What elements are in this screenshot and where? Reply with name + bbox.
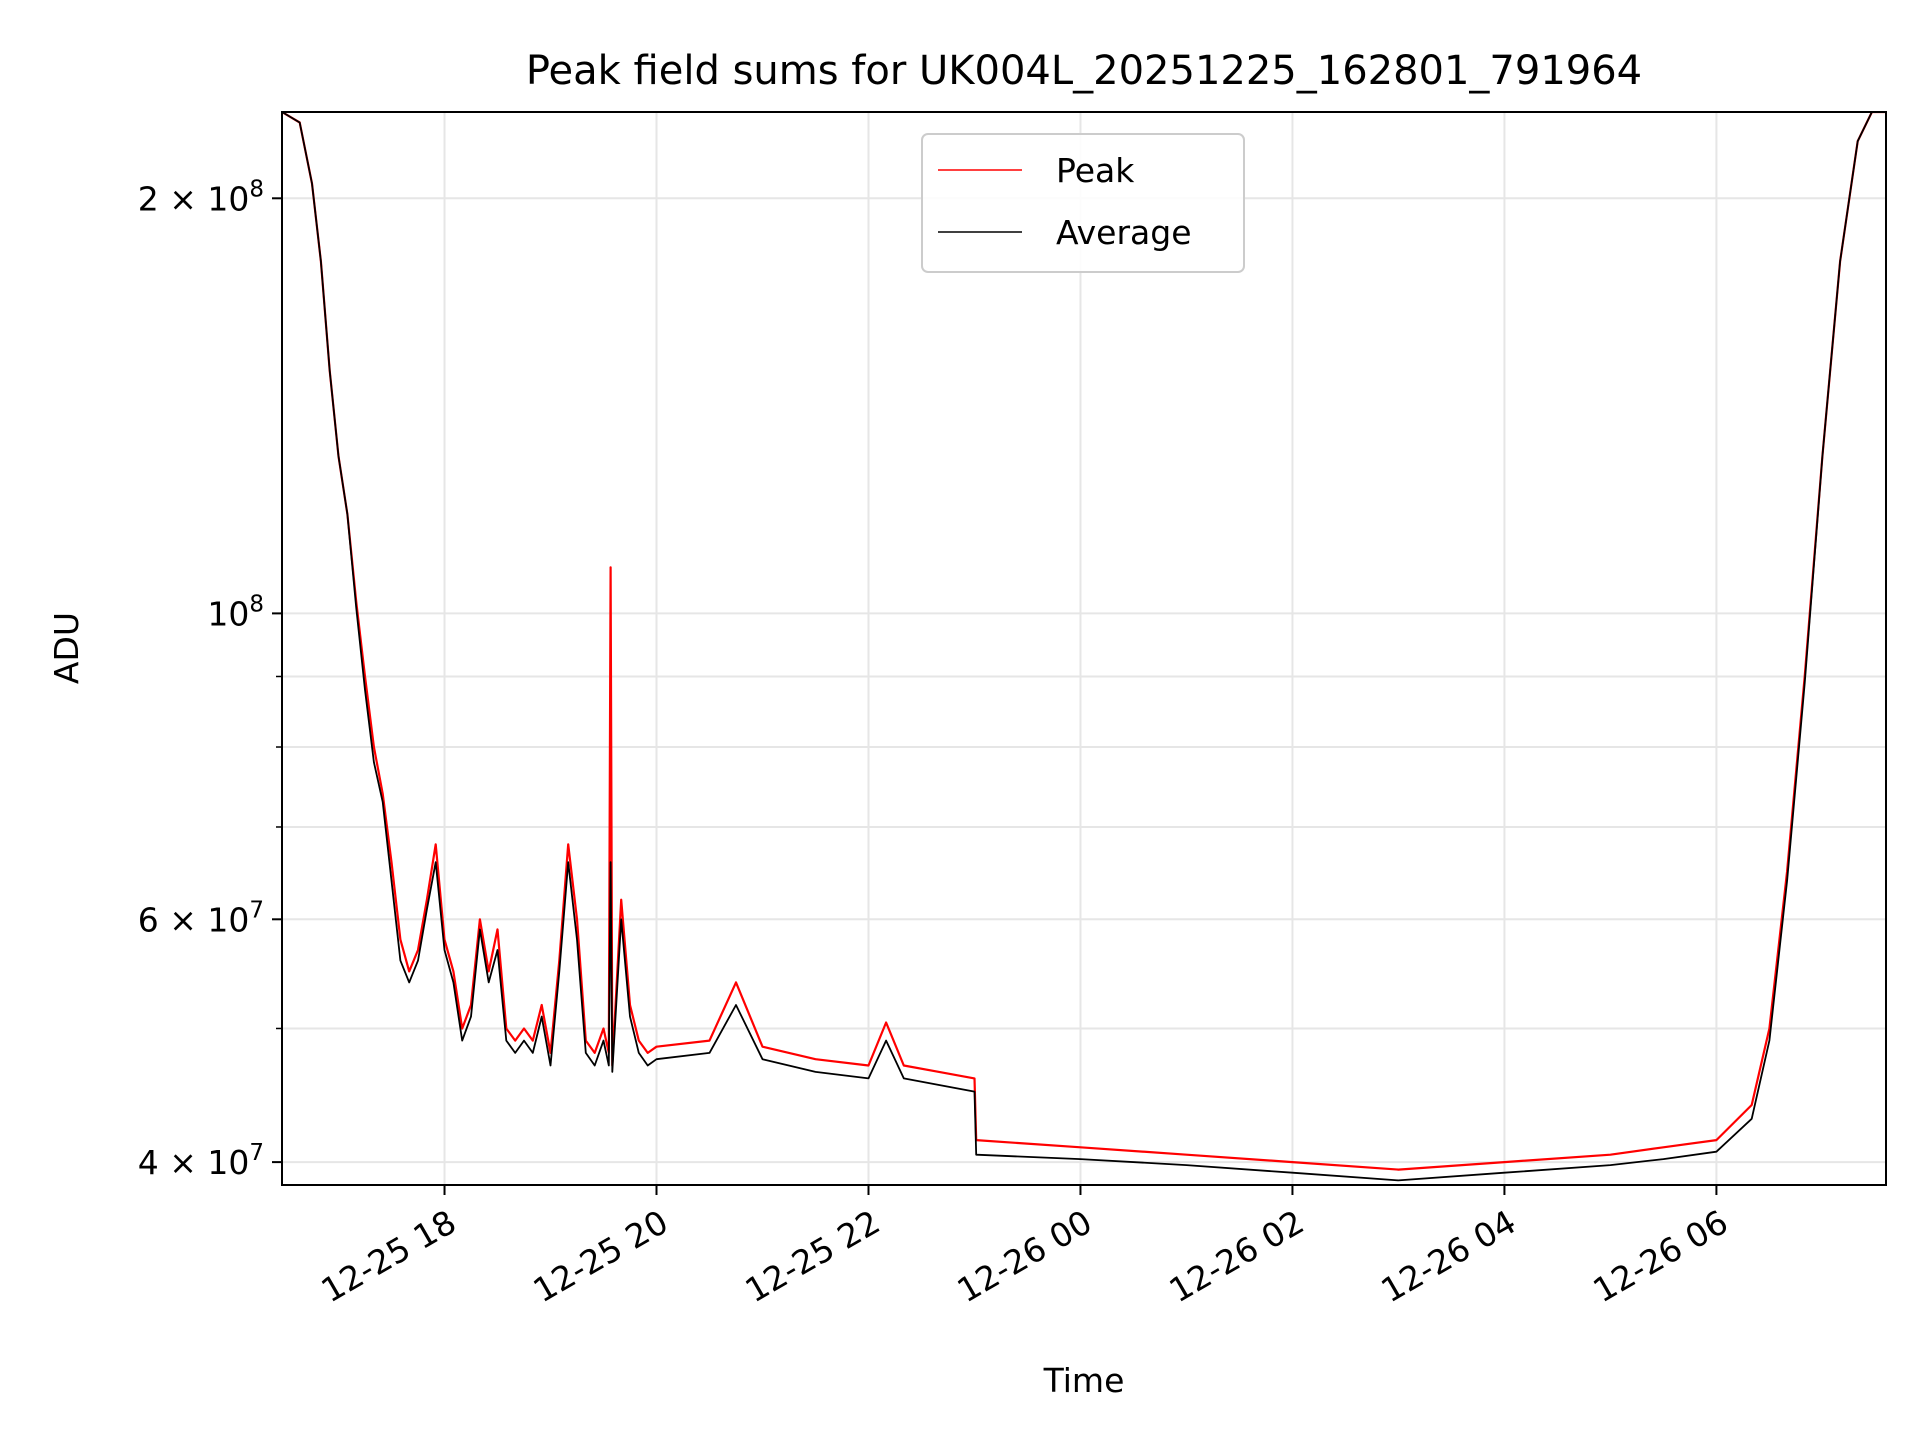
series-line-average — [282, 112, 1886, 1182]
series-lines — [282, 112, 1886, 1182]
plot-frame — [281, 111, 1887, 1186]
x-axis-label: Time — [1043, 1361, 1125, 1400]
legend-label-peak: Peak — [1056, 151, 1135, 190]
y-tick-label: 4 × 107 — [138, 1140, 264, 1182]
y-axis: 4 × 107 6 × 107 108 2 × 108 — [138, 176, 282, 1182]
chart-title: Peak field sums for UK004L_20251225_1628… — [526, 48, 1642, 94]
y-axis-label: ADU — [47, 612, 86, 684]
legend-label-average: Average — [1056, 213, 1192, 252]
y-tick-label: 108 — [207, 591, 264, 633]
series-line-peak — [282, 112, 1886, 1171]
legend: Peak Average — [921, 133, 1245, 273]
legend-box — [921, 133, 1245, 273]
y-tick-label: 6 × 107 — [138, 897, 264, 939]
y-tick-label: 2 × 108 — [138, 176, 264, 218]
